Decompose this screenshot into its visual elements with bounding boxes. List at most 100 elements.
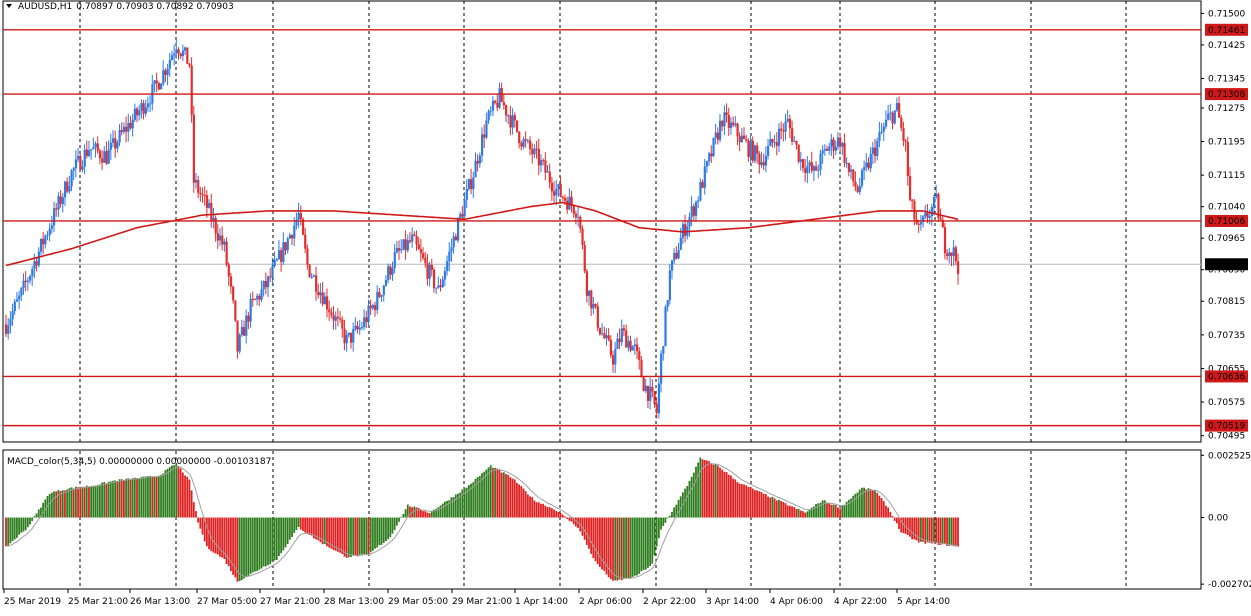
macd-bar <box>123 480 125 518</box>
macd-bar <box>596 517 599 565</box>
macd-bar <box>11 517 14 542</box>
macd-bar <box>149 475 152 518</box>
macd-bar <box>911 517 914 540</box>
macd-signal-line <box>5 463 959 579</box>
macd-bar <box>385 517 387 542</box>
macd-bar <box>845 501 848 518</box>
macd-bar <box>721 469 724 518</box>
candle-body <box>716 132 720 140</box>
candle-body <box>155 80 158 83</box>
macd-bar <box>278 517 280 556</box>
macd-bar <box>225 517 228 565</box>
macd-bar <box>943 517 946 544</box>
macd-bar <box>315 517 317 540</box>
macd-bar <box>243 517 245 579</box>
macd-bar <box>743 484 745 518</box>
candle-body <box>926 212 929 218</box>
macd-bar <box>319 517 322 543</box>
macd-bar <box>633 517 636 576</box>
macd-bar <box>513 479 516 518</box>
macd-bar <box>70 487 73 518</box>
ohlc-label: 0.70897 0.70903 0.70892 0.70903 <box>76 2 233 12</box>
macd-bar <box>310 517 313 536</box>
time-axis-label: 26 Mar 13:00 <box>130 597 190 607</box>
candle-body <box>815 166 818 171</box>
candle-body <box>238 335 241 352</box>
macd-bar <box>858 489 861 518</box>
candle-body <box>452 236 455 248</box>
macd-bar <box>275 517 278 561</box>
macd-bar <box>173 465 176 518</box>
macd-bar <box>867 488 870 518</box>
candle-body <box>374 305 377 311</box>
macd-bar <box>928 517 931 543</box>
macd-bar <box>895 517 898 524</box>
candle-body <box>889 112 892 114</box>
candle-body <box>727 114 730 128</box>
macd-bar <box>443 501 446 518</box>
macd-bar <box>109 481 112 518</box>
candle-body <box>419 249 423 254</box>
macd-bar <box>470 483 472 518</box>
candle-body <box>356 325 359 330</box>
macd-bar <box>666 517 669 519</box>
macd-bar <box>524 491 527 518</box>
macd-bar <box>725 472 728 518</box>
candle-body <box>478 155 482 164</box>
macd-bar <box>540 503 542 518</box>
candle-body <box>524 139 527 141</box>
macd-bar <box>518 484 521 518</box>
candle-body <box>646 385 650 401</box>
macd-bar <box>677 499 680 518</box>
candle-body <box>668 270 671 301</box>
macd-bar <box>882 501 885 518</box>
macd-bar <box>382 517 385 543</box>
candle-body <box>218 235 222 241</box>
candle-body <box>291 235 294 239</box>
macd-bar <box>9 517 12 544</box>
macd-bar <box>478 476 481 518</box>
macd-bar <box>769 497 772 518</box>
macd-bar <box>609 517 612 580</box>
macd-bar <box>841 504 844 518</box>
dropdown-triangle-icon[interactable] <box>6 4 12 8</box>
macd-bar <box>898 517 900 529</box>
macd-bar <box>245 517 248 578</box>
macd-bar <box>341 517 344 554</box>
macd-bar <box>915 517 918 541</box>
candle-body <box>760 162 763 165</box>
candle-body <box>531 149 534 155</box>
candle-body <box>439 285 442 288</box>
candle-body <box>319 292 322 296</box>
candle-body <box>804 168 807 173</box>
candle-body <box>764 155 768 166</box>
macd-bar <box>885 505 887 518</box>
candle-body <box>948 252 951 257</box>
candle-body <box>719 120 722 140</box>
macd-bar <box>522 488 525 518</box>
candle-body <box>712 137 715 157</box>
macd-bar <box>854 493 857 518</box>
candle-body <box>358 327 361 330</box>
candle-body <box>461 214 464 217</box>
candle-body <box>413 234 416 236</box>
macd-bar <box>83 486 86 518</box>
candle-body <box>103 151 106 163</box>
candle-body <box>138 110 141 116</box>
candle-body <box>61 197 64 205</box>
candle-body <box>732 122 735 126</box>
candle-body <box>880 131 883 133</box>
candle-body <box>928 216 931 218</box>
candle-body <box>797 144 800 162</box>
macd-bar <box>732 478 735 518</box>
candle-body <box>799 159 802 162</box>
candle-body <box>563 197 567 201</box>
macd-bar <box>24 517 27 531</box>
candle-body <box>225 241 228 265</box>
candle-body <box>404 239 407 251</box>
macd-bar <box>957 517 959 547</box>
candle-body <box>271 265 274 278</box>
macd-bar <box>695 466 697 518</box>
macd-bar <box>601 517 603 570</box>
